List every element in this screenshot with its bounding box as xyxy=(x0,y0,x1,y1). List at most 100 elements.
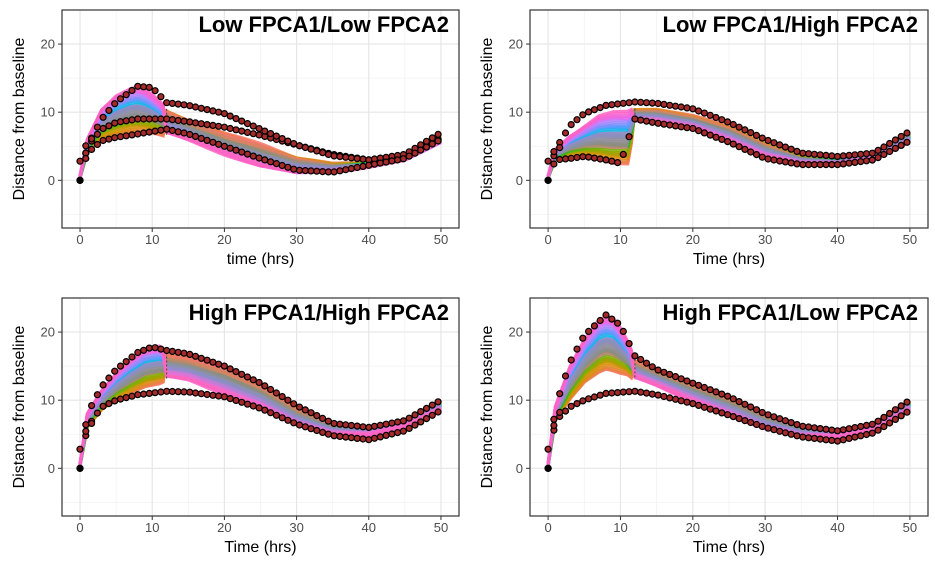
reference-point xyxy=(822,161,830,169)
reference-point xyxy=(654,366,662,374)
reference-point xyxy=(857,150,865,158)
reference-point xyxy=(422,415,431,423)
reference-point xyxy=(324,417,332,425)
reference-point xyxy=(816,151,824,159)
reference-point xyxy=(747,129,755,137)
reference-point xyxy=(249,376,257,384)
reference-point xyxy=(885,409,894,418)
reference-point xyxy=(290,140,298,148)
reference-point xyxy=(295,421,304,429)
reference-point xyxy=(839,426,847,434)
reference-point xyxy=(891,415,900,423)
reference-point xyxy=(619,388,627,396)
x-tick-label: 50 xyxy=(434,232,448,247)
reference-point xyxy=(365,436,373,444)
reference-point xyxy=(706,111,714,119)
chart-panel-3: 0 10 20 30 40 50 0 10 20 Time (hrs) Distance from … xyxy=(11,297,460,556)
x-axis-label: time (hrs) xyxy=(227,251,295,268)
reference-point xyxy=(105,135,113,143)
reference-point xyxy=(752,151,761,159)
reference-point xyxy=(828,426,836,434)
reference-point xyxy=(885,147,894,156)
reference-point xyxy=(116,95,125,103)
plot-area xyxy=(544,311,911,472)
reference-point xyxy=(787,145,795,153)
reference-point xyxy=(619,327,627,335)
reference-point xyxy=(816,435,824,443)
reference-point xyxy=(596,316,604,325)
reference-point xyxy=(671,102,680,110)
reference-point xyxy=(105,374,113,382)
x-tick-label: 30 xyxy=(289,232,303,247)
reference-point xyxy=(567,154,575,162)
x-tick-label: 40 xyxy=(362,232,376,247)
reference-point xyxy=(660,368,668,376)
reference-point xyxy=(625,340,633,348)
baseline-point xyxy=(76,464,84,472)
reference-point xyxy=(660,120,668,128)
reference-point xyxy=(105,122,113,130)
reference-point xyxy=(642,359,651,367)
reference-point xyxy=(307,409,315,417)
reference-point xyxy=(793,432,801,440)
y-tick-label: 10 xyxy=(509,105,523,120)
reference-point xyxy=(654,99,662,108)
panel-title: High FPCA1/Low FPCA2 xyxy=(663,300,918,325)
reference-point xyxy=(376,421,384,429)
reference-point xyxy=(671,122,680,130)
reference-point xyxy=(700,383,709,392)
reference-point xyxy=(787,159,795,167)
reference-point xyxy=(747,418,755,427)
reference-point xyxy=(186,130,194,139)
reference-point xyxy=(209,391,217,399)
reference-point xyxy=(301,167,309,175)
reference-point xyxy=(411,411,419,419)
reference-point xyxy=(654,391,662,399)
reference-curve-2 xyxy=(544,311,911,472)
reference-point xyxy=(787,430,795,438)
reference-point xyxy=(82,421,90,429)
reference-point xyxy=(197,354,205,362)
reference-point xyxy=(313,147,321,155)
reference-point xyxy=(347,421,355,430)
reference-point xyxy=(186,350,194,358)
reference-point xyxy=(197,104,205,112)
reference-point xyxy=(168,347,176,355)
reference-point xyxy=(903,408,911,416)
reference-point xyxy=(550,148,558,156)
reference-point xyxy=(596,155,604,163)
reference-point xyxy=(631,115,639,123)
x-axis-label: Time (hrs) xyxy=(693,251,765,268)
reference-point xyxy=(596,103,604,112)
reference-point xyxy=(134,82,142,90)
reference-point xyxy=(694,401,703,409)
reference-point xyxy=(735,398,743,406)
reference-point xyxy=(648,390,656,398)
reference-point xyxy=(706,131,714,139)
reference-point xyxy=(330,419,338,428)
reference-point xyxy=(613,389,622,397)
reference-point xyxy=(249,122,257,130)
reference-point xyxy=(151,87,159,95)
reference-point xyxy=(770,413,778,421)
reference-point xyxy=(729,140,737,148)
reference-point xyxy=(278,161,286,170)
reference-point xyxy=(706,405,714,413)
reference-point xyxy=(422,143,431,151)
reference-point xyxy=(712,388,720,396)
reference-point xyxy=(157,126,165,134)
y-tick-label: 10 xyxy=(509,393,523,408)
reference-point xyxy=(845,434,853,442)
reference-point xyxy=(261,127,269,135)
x-tick-label: 40 xyxy=(830,232,844,247)
reference-point xyxy=(561,407,570,415)
reference-point xyxy=(215,140,223,148)
reference-point xyxy=(116,395,125,403)
reference-point xyxy=(804,150,813,158)
y-tick-label: 10 xyxy=(41,105,55,120)
reference-point xyxy=(874,417,882,425)
reference-point xyxy=(758,134,766,142)
reference-point xyxy=(776,415,784,423)
reference-point xyxy=(163,346,171,355)
